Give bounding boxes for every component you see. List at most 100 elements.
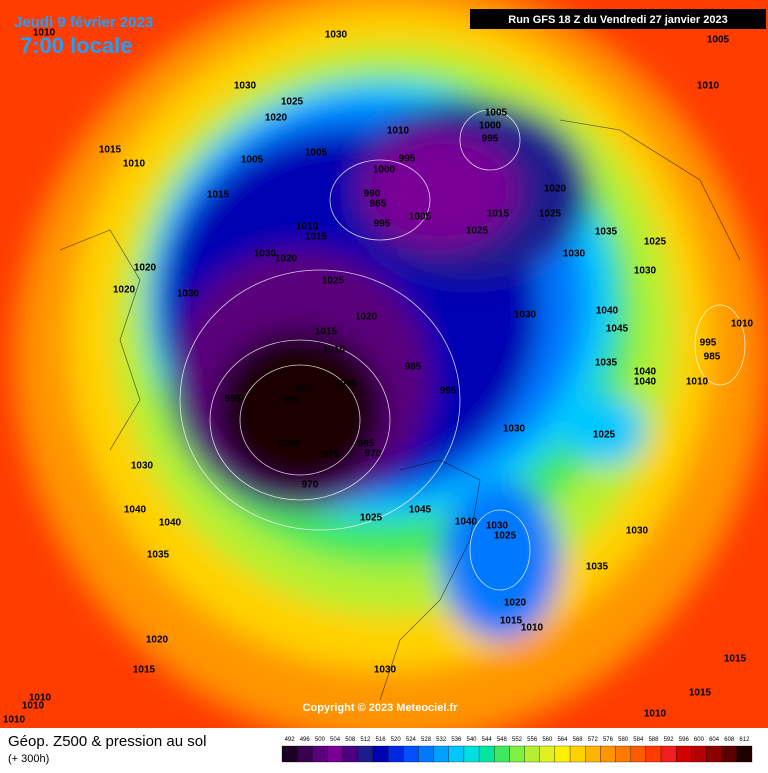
- scale-swatch: [645, 745, 662, 763]
- scale-swatch: [372, 745, 389, 763]
- isobar-label: 1030: [626, 526, 649, 537]
- scale-label: 564: [557, 737, 568, 743]
- isobar-label: 1030: [563, 249, 586, 260]
- isobar-label: 985: [405, 362, 422, 373]
- scale-label: 520: [391, 737, 402, 743]
- scale-label: 600: [694, 737, 705, 743]
- isobar-label: 1015: [99, 145, 122, 156]
- isobar-label: 1020: [504, 598, 527, 609]
- scale-label: 508: [345, 737, 356, 743]
- scale-swatch: [387, 745, 404, 763]
- scale-label: 580: [618, 737, 629, 743]
- scale-label: 540: [467, 737, 478, 743]
- scale-swatch: [342, 745, 358, 763]
- isobars: [179, 109, 746, 591]
- scale-swatch: [600, 745, 616, 763]
- isobar-label: 1020: [146, 635, 169, 646]
- isobar-label: 1030: [486, 521, 509, 532]
- scale-label: 612: [739, 737, 750, 743]
- isobar-label: 1005: [335, 379, 358, 390]
- isobar-label: 1000: [479, 121, 502, 132]
- scale-swatch: [554, 745, 571, 763]
- isobar-label: 995: [374, 219, 391, 230]
- isobar-label: 995: [482, 134, 499, 145]
- isobar-label: 1005: [485, 108, 508, 119]
- scale-swatch: [585, 745, 601, 763]
- scale-label: 516: [376, 737, 387, 743]
- scale-swatch: [357, 745, 374, 763]
- isobar-label: 1045: [409, 505, 432, 516]
- isobar-label: 970: [365, 449, 382, 460]
- scale-label: 500: [315, 737, 326, 743]
- scale-label: 568: [573, 737, 584, 743]
- scale-swatch: [630, 745, 647, 763]
- scale-swatch: [736, 745, 753, 763]
- isobar-label: 1025: [281, 97, 304, 108]
- isobar-label: 1015: [500, 616, 523, 627]
- scale-label: 584: [633, 737, 644, 743]
- isobar-label: 1010: [323, 345, 346, 356]
- scale-label: 552: [512, 737, 523, 743]
- isobar-label: 970: [302, 480, 319, 491]
- scale-swatch: [297, 745, 313, 763]
- isobar-label: 1020: [113, 285, 136, 296]
- scale-swatch: [312, 745, 328, 763]
- isobar-label: 1010: [731, 319, 754, 330]
- scale-label: 588: [648, 737, 659, 743]
- isobar-label: 1015: [133, 665, 156, 676]
- isobar-label: 1025: [494, 531, 517, 542]
- isobar-label: 1015: [689, 688, 712, 699]
- scale-label: 512: [360, 737, 371, 743]
- isobar-label: 1030: [254, 249, 277, 260]
- isobar-label: 1010: [697, 81, 720, 92]
- scale-label: 596: [679, 737, 690, 743]
- isobar-label: 1030: [131, 461, 154, 472]
- scale-label: 532: [436, 737, 447, 743]
- scale-swatch: [463, 745, 480, 763]
- copyright: Copyright © 2023 Meteociel.fr: [303, 702, 459, 714]
- isobar-label: 1015: [207, 190, 230, 201]
- scale-swatch: [615, 745, 631, 763]
- scale-swatch: [281, 745, 298, 763]
- scale-label: 528: [421, 737, 432, 743]
- isobar-label: 975: [323, 450, 340, 461]
- scale-label: 604: [709, 737, 720, 743]
- color-scale: 492 496 500 504 508 512 516 520 524 528 532 536 540 5…: [281, 737, 753, 763]
- isobar-label: 1040: [596, 306, 619, 317]
- scale-swatch: [327, 745, 343, 763]
- scale-swatch: [569, 745, 586, 763]
- isobar-label: 1040: [124, 505, 147, 516]
- isobar-label: 1020: [544, 184, 567, 195]
- isobar-label: 1025: [644, 237, 667, 248]
- isobar-label: 1015: [315, 327, 338, 338]
- forecast-time: 7:00 locale: [20, 33, 133, 58]
- coastlines: [59, 119, 741, 701]
- isobar-label: 1040: [159, 518, 182, 529]
- scale-swatch: [676, 745, 692, 763]
- scale-label: 576: [603, 737, 614, 743]
- scale-label: 496: [300, 737, 311, 743]
- scale-label: 504: [330, 737, 341, 743]
- isobar-label: 1040: [634, 377, 657, 388]
- isobar-label: 990: [364, 189, 381, 200]
- isobar-label: 995: [440, 386, 457, 397]
- scale-label: 492: [285, 737, 296, 743]
- isobar-label: 995: [399, 154, 416, 165]
- isobar-label: 990: [284, 395, 301, 406]
- isobar-label: 1010: [29, 693, 52, 704]
- isobar-label: 1010: [123, 159, 146, 170]
- isobar-label: 1005: [707, 35, 730, 46]
- isobar-label: 1025: [593, 430, 616, 441]
- isobar-label: 1035: [586, 562, 609, 573]
- isobar-label: 985: [370, 199, 387, 210]
- scale-swatch: [721, 745, 737, 763]
- forecast-lead: (+ 300h): [8, 753, 49, 765]
- forecast-date: Jeudi 9 février 2023: [14, 14, 153, 31]
- isobar-label: 1010: [3, 715, 26, 726]
- scale-swatch: [494, 745, 510, 763]
- footer-title: Géop. Z500 & pression au sol: [8, 733, 206, 750]
- scale-label: 592: [664, 737, 675, 743]
- run-info: Run GFS 18 Z du Vendredi 27 janvier 2023: [508, 14, 727, 26]
- scale-swatch: [448, 745, 465, 763]
- scale-swatch: [706, 745, 722, 763]
